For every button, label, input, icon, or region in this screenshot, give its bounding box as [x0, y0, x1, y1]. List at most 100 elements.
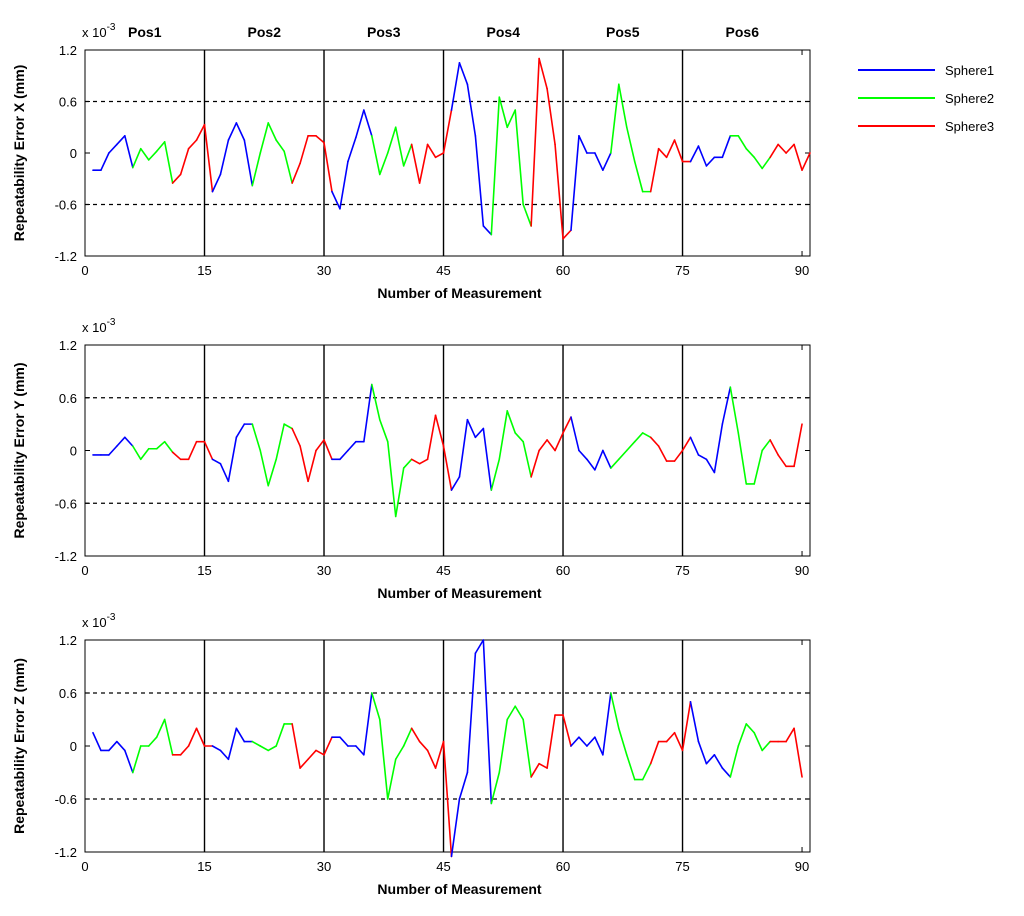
x-axis-label: Number of Measurement	[377, 285, 541, 301]
data-segment	[729, 745, 740, 778]
data-segment	[179, 745, 190, 756]
data-segment	[394, 745, 405, 761]
data-segment	[777, 143, 787, 154]
data-segment	[434, 740, 445, 769]
data-segment	[163, 141, 174, 184]
data-segment	[801, 152, 811, 171]
data-segment	[745, 147, 756, 159]
data-segment	[442, 740, 453, 858]
x-tick-label: 0	[81, 859, 88, 874]
x-tick-label: 30	[317, 859, 331, 874]
data-segment	[299, 758, 309, 769]
legend-label: Sphere3	[945, 119, 994, 134]
position-label: Pos3	[367, 24, 401, 40]
data-segment	[705, 156, 716, 167]
subplot-2: -1.2 -0.6 0 0.6 1.2 0 15 30 45 60 75 90 x 10-3 Number…	[11, 317, 811, 601]
data-segment	[625, 126, 636, 163]
data-segment	[108, 143, 118, 154]
x-axis-label: Number of Measurement	[377, 585, 541, 601]
data-segment	[578, 135, 588, 154]
data-segment	[721, 767, 732, 778]
data-segment	[578, 736, 588, 747]
data-segment	[402, 727, 413, 747]
data-segment	[132, 745, 142, 774]
plot-frame	[84, 344, 811, 557]
data-segment	[235, 727, 246, 743]
legend-label: Sphere2	[945, 91, 994, 106]
position-label: Pos1	[128, 24, 162, 40]
data-segment	[602, 449, 612, 469]
data-segment	[769, 439, 779, 456]
data-segment	[394, 467, 405, 518]
data-segment	[594, 736, 604, 756]
data-segment	[147, 150, 158, 161]
data-segment	[697, 145, 708, 167]
data-segment	[410, 727, 421, 743]
y-tick-label: -1.2	[55, 845, 77, 860]
data-segment	[649, 740, 660, 765]
data-segment	[617, 449, 628, 461]
data-segment	[211, 173, 222, 193]
data-segment	[315, 135, 325, 144]
legend: Sphere1 Sphere2 Sphere3	[858, 63, 994, 134]
y-tick-label: 0.6	[59, 391, 77, 406]
y-tick-label: 0	[70, 739, 77, 754]
data-segment	[538, 57, 548, 90]
data-segment	[586, 736, 596, 747]
x-tick-label: 90	[795, 859, 809, 874]
data-segment	[378, 152, 389, 176]
data-segment	[793, 143, 803, 171]
data-segment	[243, 139, 254, 187]
data-segment	[498, 718, 509, 774]
data-segment	[283, 423, 293, 430]
data-segment	[251, 423, 262, 452]
data-segment	[649, 436, 660, 447]
data-segment	[323, 439, 333, 461]
data-segment	[251, 152, 262, 187]
data-segment	[753, 449, 763, 485]
x-tick-label: 45	[436, 859, 450, 874]
data-segment	[705, 458, 716, 474]
data-segment	[163, 718, 174, 756]
data-segment	[482, 427, 493, 491]
data-segment	[275, 423, 285, 461]
data-segment	[275, 139, 285, 153]
y-tick-label: 0	[70, 146, 77, 161]
data-segment	[689, 436, 700, 456]
y-tick-label: -0.6	[55, 496, 77, 511]
data-segment	[617, 727, 628, 756]
data-segment	[522, 718, 532, 778]
data-segment	[132, 147, 142, 169]
data-segment	[681, 701, 692, 752]
data-segment	[538, 762, 548, 769]
x-tick-label: 90	[795, 563, 809, 578]
data-segment	[386, 758, 397, 800]
data-segment	[155, 718, 166, 738]
data-segment	[363, 383, 373, 443]
y-axis-label: Repeatability Error X (mm)	[11, 65, 27, 242]
data-segment	[602, 692, 612, 756]
data-segment	[570, 736, 580, 747]
data-segment	[498, 410, 509, 461]
x-tick-label: 90	[795, 263, 809, 278]
data-segment	[641, 432, 652, 439]
data-segment	[363, 109, 373, 137]
data-segment	[259, 122, 270, 154]
data-segment	[100, 152, 110, 171]
y-tick-label: 1.2	[59, 633, 77, 648]
data-segment	[466, 418, 477, 439]
data-segment	[570, 416, 580, 452]
data-segment	[155, 141, 166, 153]
data-segment	[307, 449, 317, 483]
data-segment	[219, 749, 230, 761]
data-segment	[793, 423, 803, 468]
axis-multiplier: x 10-3	[82, 317, 116, 335]
data-segment	[315, 439, 325, 452]
data-segment	[426, 749, 437, 769]
subplot-3: -1.2 -0.6 0 0.6 1.2 0 15 30 45 60 75 90 x 10-3 Number…	[11, 612, 811, 897]
y-tick-label: -1.2	[55, 549, 77, 564]
data-segment	[235, 122, 246, 141]
data-segment	[554, 143, 564, 240]
data-segment	[323, 736, 333, 756]
y-tick-label: 1.2	[59, 338, 77, 353]
